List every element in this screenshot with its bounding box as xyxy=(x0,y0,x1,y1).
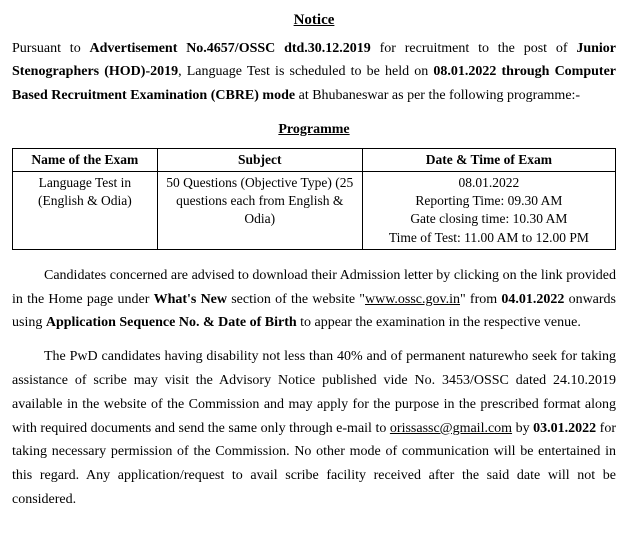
website-link: www.ossc.gov.in xyxy=(365,292,460,307)
header-subject: Subject xyxy=(157,148,362,171)
cell-subject: 50 Questions (Objective Type) (25 questi… xyxy=(157,171,362,249)
notice-title: Notice xyxy=(12,8,616,34)
text-segment: to appear the examination in the respect… xyxy=(297,315,581,330)
cell-datetime: 08.01.2022 Reporting Time: 09.30 AM Gate… xyxy=(362,171,615,249)
text-segment: " from xyxy=(460,292,501,307)
header-exam-name: Name of the Exam xyxy=(13,148,158,171)
pwd-paragraph: The PwD candidates having disability not… xyxy=(12,345,616,512)
from-date: 04.01.2022 xyxy=(501,292,564,307)
cell-exam-name: Language Test in (English & Odia) xyxy=(13,171,158,249)
admission-paragraph: Candidates concerned are advised to down… xyxy=(12,264,616,335)
whats-new-label: What's New xyxy=(154,292,227,307)
by-date: 03.01.2022 xyxy=(533,421,596,436)
text-segment: section of the website " xyxy=(227,292,365,307)
text-segment: for recruitment to the post of xyxy=(371,41,577,56)
text-segment: at Bhubaneswar as per the following prog… xyxy=(295,88,580,103)
advertisement-number: Advertisement No.4657/OSSC dtd.30.12.201… xyxy=(90,41,371,56)
text-segment: Pursuant to xyxy=(12,41,90,56)
header-datetime: Date & Time of Exam xyxy=(362,148,615,171)
email-link: orissassc@gmail.com xyxy=(390,421,512,436)
programme-title: Programme xyxy=(12,118,616,142)
programme-table: Name of the Exam Subject Date & Time of … xyxy=(12,148,616,250)
intro-paragraph: Pursuant to Advertisement No.4657/OSSC d… xyxy=(12,37,616,108)
table-row: Language Test in (English & Odia) 50 Que… xyxy=(13,171,616,249)
app-sequence-label: Application Sequence No. & Date of Birth xyxy=(46,315,297,330)
table-header-row: Name of the Exam Subject Date & Time of … xyxy=(13,148,616,171)
text-segment: by xyxy=(512,421,533,436)
text-segment: , Language Test is scheduled to be held … xyxy=(178,64,433,79)
